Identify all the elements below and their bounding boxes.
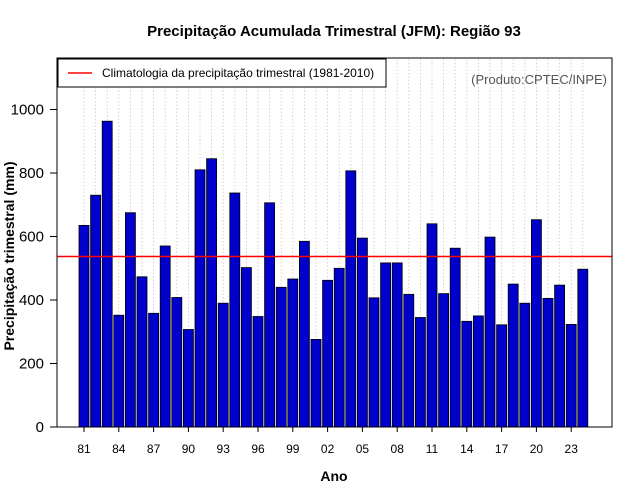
bar-87 xyxy=(148,312,160,428)
bar-12 xyxy=(438,293,450,428)
x-tick-label-08: 08 xyxy=(391,442,405,456)
bar-96 xyxy=(252,316,264,428)
x-tick-label-96: 96 xyxy=(251,442,265,456)
legend: Climatologia da precipitação trimestral … xyxy=(57,58,387,88)
x-tick-label-99: 99 xyxy=(286,442,300,456)
bar-20 xyxy=(531,219,542,428)
x-tick-label-14: 14 xyxy=(460,442,474,456)
legend-label: Climatologia da precipitação trimestral … xyxy=(102,66,374,80)
bar-19 xyxy=(519,302,531,428)
bar-02 xyxy=(322,279,334,428)
bar-05 xyxy=(356,237,368,428)
x-tick-label-84: 84 xyxy=(112,442,126,456)
bar-08 xyxy=(391,262,403,428)
bar-81 xyxy=(78,224,90,428)
bar-14 xyxy=(461,320,473,428)
bar-93 xyxy=(217,302,229,428)
x-tick-label-20: 20 xyxy=(530,442,544,456)
bar-22 xyxy=(554,284,565,428)
bar-88 xyxy=(159,245,171,428)
y-tick-label-400: 400 xyxy=(19,292,44,309)
x-tick-label-90: 90 xyxy=(182,442,196,456)
x-axis: 81 84 87 90 93 96 99 02 05 08 11 14 17 20 23 xyxy=(77,427,578,456)
y-tick-label-800: 800 xyxy=(19,165,44,182)
bar-07 xyxy=(380,262,392,428)
bar-17 xyxy=(496,324,508,428)
x-tick-label-11: 11 xyxy=(426,442,439,456)
bar-03 xyxy=(333,267,345,428)
x-tick-label-93: 93 xyxy=(217,442,231,456)
bar-23 xyxy=(565,323,577,428)
bars xyxy=(78,120,589,428)
bar-94 xyxy=(229,192,241,428)
x-tick-label-02: 02 xyxy=(321,442,335,456)
bar-83 xyxy=(101,120,113,428)
y-axis: 0 200 400 600 800 1000 xyxy=(11,102,57,436)
bar-11 xyxy=(426,223,438,428)
bar-24 xyxy=(577,268,589,428)
bar-89 xyxy=(171,297,183,428)
bar-85 xyxy=(125,212,136,428)
y-tick-label-1000: 1000 xyxy=(11,102,44,119)
bar-04 xyxy=(345,170,357,428)
x-tick-label-17: 17 xyxy=(495,442,509,456)
y-tick-label-200: 200 xyxy=(19,356,44,373)
x-axis-title: Ano xyxy=(320,468,347,484)
bar-98 xyxy=(275,286,287,428)
bar-92 xyxy=(206,158,218,428)
bar-21 xyxy=(542,297,554,428)
bar-15 xyxy=(472,315,484,428)
x-tick-label-81: 81 xyxy=(77,442,91,456)
chart-title: Precipitação Acumulada Trimestral (JFM):… xyxy=(147,23,521,40)
legend-box xyxy=(57,58,387,88)
bar-86 xyxy=(136,276,148,428)
x-tick-label-05: 05 xyxy=(356,442,370,456)
y-tick-label-600: 600 xyxy=(19,229,44,246)
x-tick-label-87: 87 xyxy=(147,442,161,456)
bar-91 xyxy=(194,169,206,428)
bar-18 xyxy=(507,283,519,428)
bar-00 xyxy=(298,240,310,428)
x-tick-label-23: 23 xyxy=(565,442,579,456)
bar-97 xyxy=(264,202,276,428)
bar-90 xyxy=(182,329,194,428)
bar-10 xyxy=(414,317,426,428)
bar-82 xyxy=(90,194,101,428)
bar-99 xyxy=(287,278,299,428)
product-credit: (Produto:CPTEC/INPE) xyxy=(471,72,607,87)
bar-84 xyxy=(113,314,125,428)
bar-16 xyxy=(484,236,496,428)
y-tick-label-0: 0 xyxy=(36,419,44,436)
plot-frame xyxy=(56,57,613,428)
y-axis-title: Precipitação trimestral (mm) xyxy=(1,161,17,350)
bar-95 xyxy=(240,267,252,428)
bar-01 xyxy=(310,338,322,428)
bar-06 xyxy=(368,297,380,428)
bar-09 xyxy=(403,293,415,428)
bar-13 xyxy=(449,247,461,428)
